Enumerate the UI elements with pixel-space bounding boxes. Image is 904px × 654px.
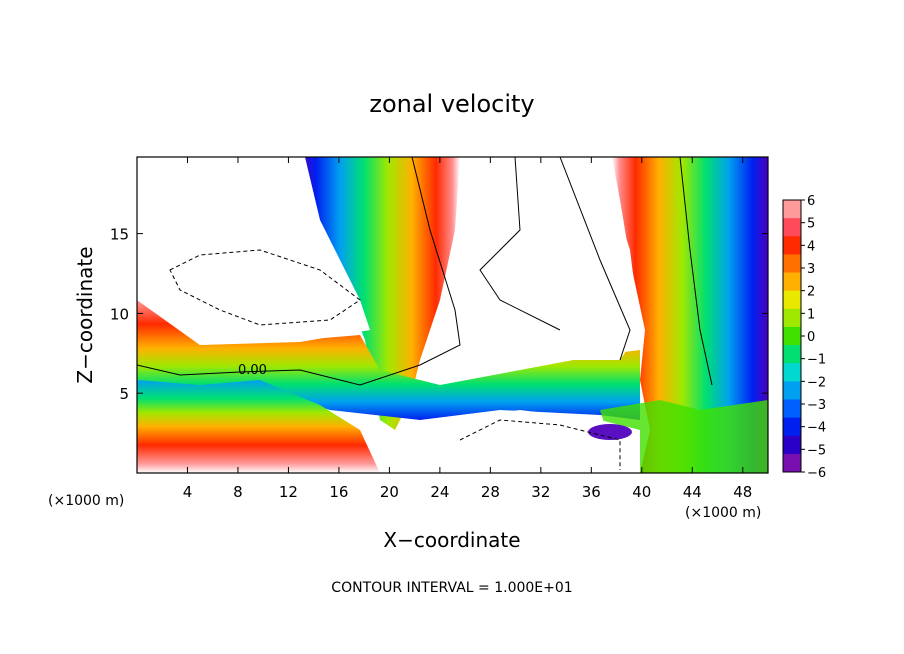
white-upper-middle — [450, 157, 640, 375]
contour-upper-right — [679, 157, 713, 386]
colorbar-tick-label: −5 — [807, 443, 826, 458]
colorbar-level — [783, 254, 801, 274]
colorbar-level — [783, 417, 801, 437]
colorbar-tick-label: −3 — [807, 398, 826, 413]
colorbar-level — [783, 218, 801, 237]
y-axis-ticks: 5 10 15 — [110, 226, 768, 403]
x-tick-label: 4 — [183, 483, 193, 501]
colorbar-tick-label: 3 — [807, 262, 815, 277]
y-tick-label: 5 — [119, 385, 129, 403]
x-tick-label: 8 — [233, 483, 243, 501]
colorbar: 6 5 4 3 2 1 0 −1 −2 −3 −4 −5 −6 — [782, 194, 826, 481]
x-tick-label: 32 — [531, 483, 550, 501]
x-tick-label: 12 — [279, 483, 298, 501]
colorbar-level — [783, 290, 801, 310]
x-axis-label: X−coordinate — [383, 528, 520, 552]
colorbar-tick-label: 0 — [807, 330, 815, 345]
band-middle — [137, 300, 640, 420]
colorbar-level — [783, 453, 801, 473]
white-lower-middle — [440, 410, 640, 473]
contours — [137, 157, 713, 470]
y-tick-label: 15 — [110, 226, 129, 244]
band-lower-right — [600, 400, 768, 473]
colorbar-level — [783, 399, 801, 419]
heatmap-field: 0.00 — [137, 157, 768, 473]
x-tick-label: 44 — [683, 483, 702, 501]
contour-zero — [137, 157, 461, 386]
colorbar-level — [783, 308, 801, 328]
violet-patch — [588, 424, 632, 440]
colorbar-tick-label: 6 — [807, 194, 815, 209]
colorbar-level — [783, 345, 801, 364]
colorbar-level — [783, 200, 801, 219]
colorbar-tick-label: −6 — [807, 466, 826, 481]
plot-frame — [136, 156, 769, 474]
y-tick-label: 10 — [110, 305, 129, 323]
colorbar-level — [783, 236, 801, 255]
colorbar-level — [783, 381, 801, 400]
colorbar-level — [783, 326, 801, 346]
x-tick-label: 36 — [582, 483, 601, 501]
band-right — [612, 157, 768, 473]
contour-dashed-upper — [169, 249, 361, 326]
x-tick-label: 40 — [632, 483, 651, 501]
colorbar-tick-label: 5 — [807, 217, 815, 232]
x-unit-right: (×1000 m) — [685, 505, 761, 521]
colorbar-tick-label: −1 — [807, 353, 826, 368]
y-axis-label: Z−coordinate — [73, 246, 97, 383]
colorbar-tick-label: −4 — [807, 421, 826, 436]
x-tick-label: 16 — [329, 483, 348, 501]
x-axis-ticks: 4 8 12 16 20 24 28 32 36 40 44 48 — [183, 157, 752, 501]
colorbar-tick-label: 4 — [807, 239, 815, 254]
colorbar-level — [783, 435, 801, 455]
colorbar-level — [783, 272, 801, 292]
x-tick-label: 24 — [430, 483, 449, 501]
chart-title: zonal velocity — [369, 90, 534, 118]
colorbar-level — [783, 363, 801, 382]
x-tick-label: 28 — [481, 483, 500, 501]
band-lower-left — [137, 380, 380, 473]
contour-dashed-lower — [459, 419, 621, 470]
x-unit-left: (×1000 m) — [48, 493, 124, 509]
contour-label: 0.00 — [238, 363, 267, 378]
contour-middle-curve — [479, 157, 561, 331]
x-tick-label: 48 — [733, 483, 752, 501]
colorbar-tick-label: −2 — [807, 375, 826, 390]
colorbar-tick-label: 2 — [807, 285, 815, 300]
footer-contour-interval: CONTOUR INTERVAL = 1.000E+01 — [331, 580, 572, 596]
band-left-upper — [300, 157, 460, 430]
x-tick-label: 20 — [380, 483, 399, 501]
colorbar-tick-label: 1 — [807, 307, 815, 322]
contour-right-curve — [559, 157, 631, 361]
